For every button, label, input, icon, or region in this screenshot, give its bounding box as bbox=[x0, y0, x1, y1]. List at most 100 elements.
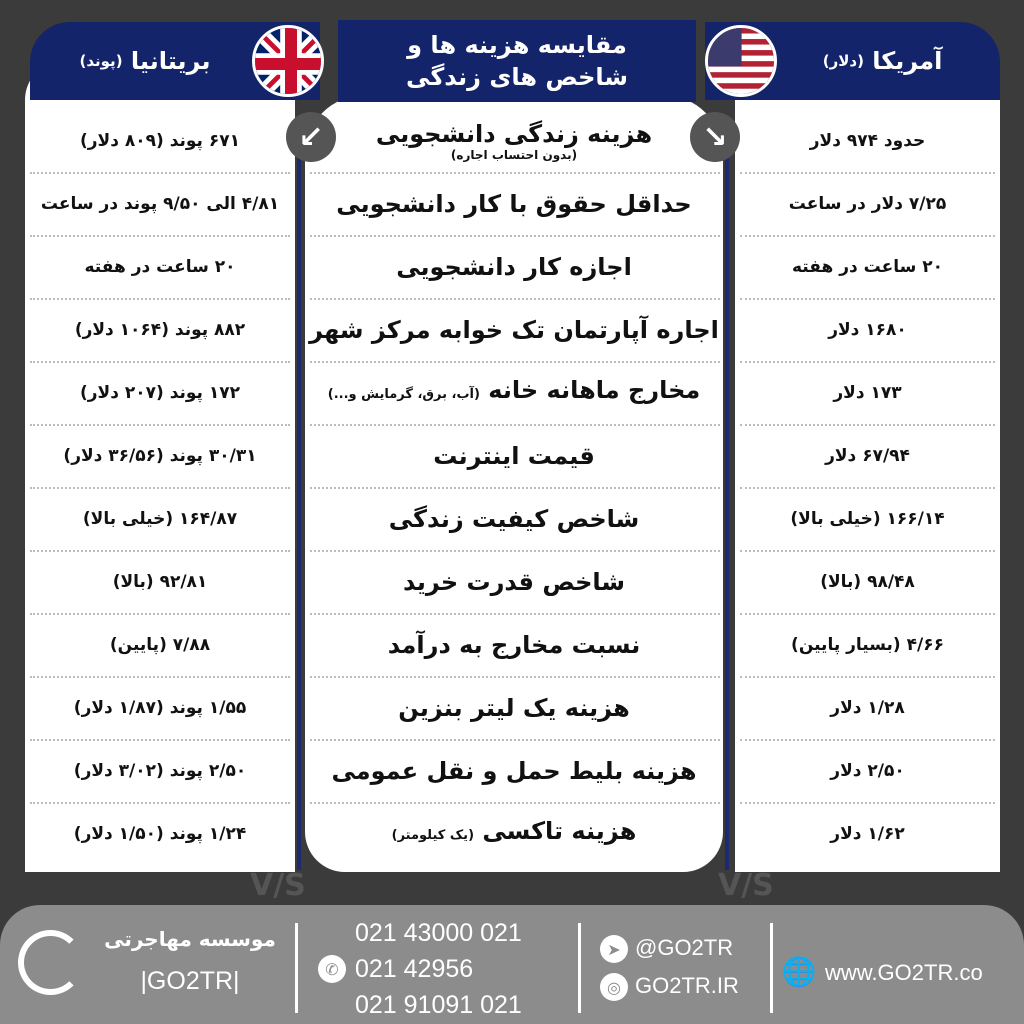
us-value-text: ۱/۶۲ دلار bbox=[830, 823, 905, 844]
criterion-row: هزینه بلیط حمل و نقل عمومی bbox=[305, 739, 723, 802]
brand-name: موسسه مهاجرتی bbox=[104, 927, 276, 951]
phone-number[interactable]: 021 43000 021 bbox=[355, 919, 522, 947]
criterion-row: نسبت مخارج به درآمد bbox=[305, 613, 723, 676]
divider bbox=[725, 150, 729, 870]
row-separator bbox=[30, 361, 290, 363]
telegram-handle[interactable]: @GO2TR bbox=[635, 935, 734, 960]
uk-value: ۲/۵۰ پوند (۳/۰۲ دلار) bbox=[25, 739, 295, 802]
vs-label: V/S bbox=[250, 868, 306, 903]
us-value: ۷/۲۵ دلار در ساعت bbox=[735, 172, 1000, 235]
row-separator bbox=[310, 298, 720, 300]
title-line: مقایسه هزینه ها و bbox=[407, 31, 627, 59]
uk-value-text: ۸۸۲ پوند (۱۰۶۴ دلار) bbox=[74, 319, 246, 340]
row-separator bbox=[30, 550, 290, 552]
row-separator bbox=[30, 676, 290, 678]
row-separator bbox=[310, 172, 720, 174]
uk-value: ۱۷۲ پوند (۲۰۷ دلار) bbox=[25, 361, 295, 424]
globe-icon: 🌐 bbox=[781, 954, 817, 988]
uk-value: ۱۶۴/۸۷ (خیلی بالا) bbox=[25, 487, 295, 550]
criterion-label: نسبت مخارج به درآمد bbox=[387, 630, 641, 659]
us-title: آمریکا bbox=[872, 47, 943, 75]
row-separator bbox=[740, 676, 995, 678]
criterion-row: شاخص قدرت خرید bbox=[305, 550, 723, 613]
arrow-down-right-icon: ↘ bbox=[690, 112, 740, 162]
footer: موسسه مهاجرتی |GO2TR| ✆ 021 43000 021 02… bbox=[0, 905, 1024, 1024]
arrow-down-left-icon: ↙ bbox=[286, 112, 336, 162]
logo-icon bbox=[18, 930, 83, 995]
row-separator bbox=[30, 739, 290, 741]
row-separator bbox=[740, 739, 995, 741]
uk-value: ۳۰/۳۱ پوند (۳۶/۵۶ دلار) bbox=[25, 424, 295, 487]
us-value-text: حدود ۹۷۴ دلار bbox=[809, 130, 926, 151]
us-value-text: ۲/۵۰ دلار bbox=[830, 760, 905, 781]
uk-value-text: ۴/۸۱ الی ۹/۵۰ پوند در ساعت bbox=[40, 193, 280, 214]
criterion-row: هزینه زندگی دانشجویی (بدون احتساب اجاره) bbox=[305, 109, 723, 172]
row-separator bbox=[310, 550, 720, 552]
page-title: مقایسه هزینه ها و شاخص های زندگی bbox=[338, 20, 696, 102]
us-value-text: ۱۶۶/۱۴ (خیلی بالا) bbox=[790, 508, 945, 529]
criterion-label: حداقل حقوق با کار دانشجویی bbox=[336, 189, 692, 218]
row-separator bbox=[740, 487, 995, 489]
row-separator bbox=[740, 613, 995, 615]
uk-value: ۷/۸۸ (پایین) bbox=[25, 613, 295, 676]
uk-flag-icon bbox=[252, 25, 324, 97]
us-value: ۱۶۶/۱۴ (خیلی بالا) bbox=[735, 487, 1000, 550]
criterion-note: (آب، برق، گرمایش و...) bbox=[327, 387, 480, 402]
criterion-row: اجازه کار دانشجویی bbox=[305, 235, 723, 298]
uk-value: ۶۷۱ پوند (۸۰۹ دلار) bbox=[25, 109, 295, 172]
criterion-row: شاخص کیفیت زندگی bbox=[305, 487, 723, 550]
us-value-text: ۶۷/۹۴ دلار bbox=[825, 445, 910, 466]
criterion-row: هزینه تاکسی (یک کیلومتر) bbox=[305, 802, 723, 865]
row-separator bbox=[740, 172, 995, 174]
us-value: ۱/۲۸ دلار bbox=[735, 676, 1000, 739]
criterion-label: هزینه بلیط حمل و نقل عمومی bbox=[331, 756, 697, 785]
title-line: شاخص های زندگی bbox=[406, 63, 628, 91]
row-separator bbox=[30, 487, 290, 489]
row-separator bbox=[30, 235, 290, 237]
us-value: ۴/۶۶ (بسیار پایین) bbox=[735, 613, 1000, 676]
divider bbox=[295, 923, 298, 1013]
row-separator bbox=[30, 172, 290, 174]
row-separator bbox=[30, 802, 290, 804]
criterion-row: حداقل حقوق با کار دانشجویی bbox=[305, 172, 723, 235]
us-value: ۹۸/۴۸ (بالا) bbox=[735, 550, 1000, 613]
us-value-text: ۱۶۸۰ دلار bbox=[828, 319, 907, 340]
row-separator bbox=[740, 550, 995, 552]
phone-number[interactable]: 021 42956 bbox=[355, 955, 474, 983]
row-separator bbox=[310, 361, 720, 363]
criterion-label: مخارج ماهانه خانه bbox=[488, 376, 701, 404]
us-value-text: ۴/۶۶ (بسیار پایین) bbox=[791, 634, 944, 655]
row-separator bbox=[740, 802, 995, 804]
uk-unit: (پوند) bbox=[79, 52, 123, 70]
uk-value-text: ۷/۸۸ (پایین) bbox=[109, 634, 211, 655]
vs-label: V/S bbox=[718, 868, 774, 903]
website-link[interactable]: www.GO2TR.co bbox=[825, 960, 983, 985]
us-value-text: ۹۸/۴۸ (بالا) bbox=[820, 571, 915, 592]
brand-en: |GO2TR| bbox=[140, 967, 240, 995]
instagram-icon: ◎ bbox=[600, 973, 628, 1001]
criterion-row: هزینه یک لیتر بنزین bbox=[305, 676, 723, 739]
uk-value-text: ۱۶۴/۸۷ (خیلی بالا) bbox=[82, 508, 238, 529]
us-value: ۲/۵۰ دلار bbox=[735, 739, 1000, 802]
uk-value: ۴/۸۱ الی ۹/۵۰ پوند در ساعت bbox=[25, 172, 295, 235]
instagram-handle[interactable]: GO2TR.IR bbox=[635, 973, 739, 998]
criterion-row: اجاره آپارتمان تک خوابه مرکز شهر bbox=[305, 298, 723, 361]
divider bbox=[770, 923, 773, 1013]
uk-value: ۹۲/۸۱ (بالا) bbox=[25, 550, 295, 613]
us-value: ۲۰ ساعت در هفته bbox=[735, 235, 1000, 298]
row-separator bbox=[310, 235, 720, 237]
row-separator bbox=[740, 361, 995, 363]
phone-number[interactable]: 021 91091 021 bbox=[355, 991, 522, 1019]
us-value-text: ۲۰ ساعت در هفته bbox=[792, 256, 944, 277]
us-column bbox=[735, 60, 1000, 872]
row-separator bbox=[310, 676, 720, 678]
criterion-note: (یک کیلومتر) bbox=[391, 828, 475, 843]
row-separator bbox=[30, 298, 290, 300]
row-separator bbox=[310, 487, 720, 489]
us-flag-icon bbox=[705, 25, 777, 97]
us-value-text: ۱/۲۸ دلار bbox=[830, 697, 905, 718]
uk-value-text: ۱۷۲ پوند (۲۰۷ دلار) bbox=[80, 382, 240, 403]
criterion-label: هزینه زندگی دانشجویی bbox=[375, 119, 653, 148]
criterion-label: قیمت اینترنت bbox=[433, 441, 595, 470]
criterion-row: مخارج ماهانه خانه (آب، برق، گرمایش و...) bbox=[305, 361, 723, 424]
